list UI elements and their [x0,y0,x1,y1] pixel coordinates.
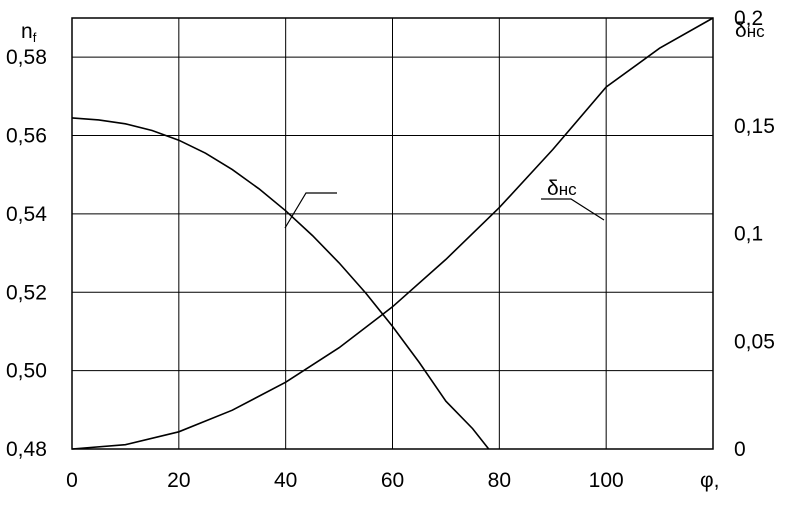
y-left-tick-label: 0,52 [6,281,47,304]
x-tick-label: 20 [167,469,190,492]
y-right-tick-label: 0 [734,438,746,461]
dnc-leader-line [541,198,605,221]
series-line-2 [71,17,714,450]
y-left-tick-label: 0,54 [6,203,47,226]
y-left-tick-label: 0,50 [6,360,47,383]
series-label-dnc-sub: нс [559,180,577,199]
plot-frame [71,17,714,450]
series-label-dnc: δнс [547,177,577,200]
plot-border [71,17,714,450]
x-tick-label: 60 [381,469,404,492]
y-left-tick-label: 0,48 [6,438,47,461]
y-left-tick-label: 0,58 [6,46,47,69]
tick-labels: 0 20 40 60 80 100 0,48 0,50 0,52 0,54 0,56 0,58 0 0,0… [6,7,775,492]
y-right-axis-title-sub: нс [747,22,765,41]
x-tick-label: 40 [274,469,297,492]
y-left-axis-title-main: n [21,20,33,43]
y-left-axis-title-sub: f [33,30,37,45]
y-right-tick-label: 0,1 [734,223,763,246]
x-tick-label: 100 [589,469,624,492]
nf-leader-line [284,192,337,229]
x-axis-title: φ, [700,469,719,492]
y-left-axis-title: nf [21,20,37,45]
y-right-tick-label: 0,15 [734,115,775,138]
series-layer [71,17,714,450]
y-right-axis-title: δнс [735,19,765,42]
x-tick-label: 0 [66,469,78,492]
y-right-axis-title-main: δ [735,19,747,42]
y-right-tick-label: 0,05 [734,330,775,353]
y-left-tick-label: 0,56 [6,125,47,148]
x-tick-label: 80 [488,469,511,492]
series-line-1 [71,117,490,450]
series-label-dnc-main: δ [547,177,559,200]
y-right-tick-label: 0,2 [734,7,763,30]
grid [72,18,713,449]
